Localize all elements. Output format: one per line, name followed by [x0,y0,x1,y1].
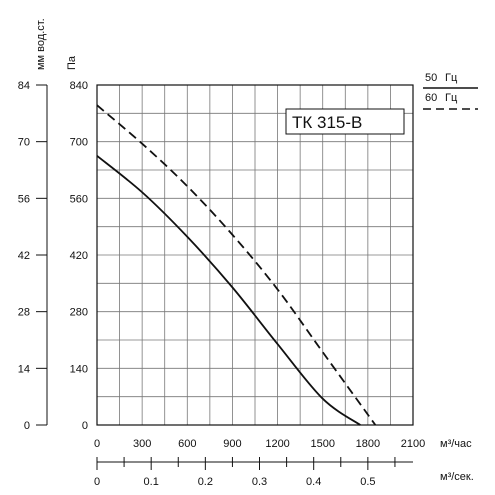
y-axis-unit-pa: Па [66,55,78,70]
x2-tick-label: 0.3 [252,476,267,488]
x2-tick-label: 0.1 [144,476,159,488]
plot-frame [96,84,414,426]
x-axis-unit-m3h: м³/час [440,438,472,450]
y-tick-label-mm: 0 [24,420,30,432]
x-tick-label: 1200 [265,438,289,450]
y-tick-label-mm: 56 [18,193,30,205]
x2-tick-label: 0.2 [198,476,213,488]
y-tick-label-mm: 28 [18,307,30,319]
legend: 50 Гц 60 Гц [423,72,478,110]
x-axis-unit-m3s: м³/сек. [440,471,474,483]
y-tick-label-pa: 280 [70,307,88,319]
legend-50-label: 50 [425,72,437,84]
x2-tick-label: 0.4 [306,476,321,488]
x-tick-label: 0 [94,438,100,450]
y-tick-label-pa: 560 [70,193,88,205]
y-axis-ticks: 0 0 140 14 280 28 420 42 560 56 700 70 840 84 [18,80,88,432]
y-tick-label-mm: 14 [18,363,30,375]
legend-50-unit: Гц [445,72,458,84]
y-tick-label-pa: 700 [70,137,88,149]
x2-tick-label: 0 [94,476,100,488]
model-label: ТК 315-В [292,113,362,132]
y-axis-unit-mm: мм вод.ст. [35,18,47,70]
y-tick-label-pa: 0 [82,420,88,432]
model-label-box: ТК 315-В [285,108,405,135]
y-tick-label-pa: 140 [70,363,88,375]
legend-60-unit: Гц [445,92,458,104]
plot-border [96,84,414,426]
x-tick-label: 900 [223,438,241,450]
x-tick-label: 300 [133,438,151,450]
x-tick-label: 2100 [401,438,425,450]
x-tick-label: 1500 [310,438,334,450]
grid [97,85,413,425]
y-tick-label-pa: 840 [70,80,88,92]
y-tick-label-mm: 42 [18,250,30,262]
x2-tick-label: 0.5 [360,476,375,488]
legend-60-label: 60 [425,92,437,104]
series-group [96,104,377,426]
curve-60hz [96,104,377,426]
y-tick-label-mm: 84 [18,80,30,92]
secondary-x-axis: 0 0.1 0.2 0.3 0.4 0.5 [94,457,413,488]
y-tick-label-pa: 420 [70,250,88,262]
x-tick-label: 600 [178,438,196,450]
x-axis-ticks: 0 300 600 900 1200 1500 1800 2100 [94,438,425,450]
y-tick-label-mm: 70 [18,137,30,149]
x-tick-label: 1800 [356,438,380,450]
curve-50hz [96,155,361,426]
